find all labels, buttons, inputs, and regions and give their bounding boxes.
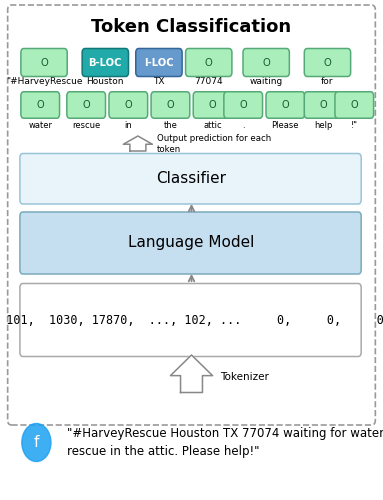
- Text: Token Classification: Token Classification: [92, 18, 291, 36]
- FancyBboxPatch shape: [243, 48, 290, 76]
- Text: [ 101,  1030, 17870,  ..., 102, ...     0,     0,     0]: [ 101, 1030, 17870, ..., 102, ... 0, 0, …: [0, 314, 383, 326]
- FancyBboxPatch shape: [20, 212, 361, 274]
- Text: water: water: [28, 120, 52, 130]
- Text: O: O: [350, 100, 358, 110]
- FancyBboxPatch shape: [304, 92, 343, 118]
- FancyBboxPatch shape: [193, 92, 232, 118]
- Text: help: help: [314, 120, 333, 130]
- FancyBboxPatch shape: [8, 5, 375, 425]
- Text: O: O: [262, 58, 270, 68]
- Text: Classifier: Classifier: [157, 171, 226, 186]
- Text: Output prediction for each
token: Output prediction for each token: [157, 134, 271, 154]
- Text: attic: attic: [203, 120, 222, 130]
- FancyBboxPatch shape: [304, 48, 351, 76]
- Text: Houston: Houston: [87, 78, 124, 86]
- Text: "#HarveyRescue Houston TX 77074 waiting for water
rescue in the attic. Please he: "#HarveyRescue Houston TX 77074 waiting …: [67, 427, 383, 458]
- Text: O: O: [167, 100, 174, 110]
- FancyBboxPatch shape: [186, 48, 232, 76]
- Polygon shape: [170, 355, 213, 393]
- Text: O: O: [239, 100, 247, 110]
- FancyBboxPatch shape: [82, 48, 129, 76]
- Text: rescue: rescue: [72, 120, 100, 130]
- Text: Please: Please: [272, 120, 299, 130]
- Polygon shape: [123, 136, 152, 151]
- FancyBboxPatch shape: [109, 92, 148, 118]
- Text: TX: TX: [153, 78, 165, 86]
- Text: Language Model: Language Model: [128, 236, 255, 250]
- FancyBboxPatch shape: [224, 92, 263, 118]
- Text: waiting: waiting: [250, 78, 283, 86]
- FancyBboxPatch shape: [335, 92, 374, 118]
- FancyBboxPatch shape: [67, 92, 105, 118]
- FancyBboxPatch shape: [21, 48, 67, 76]
- Text: O: O: [82, 100, 90, 110]
- Text: .: .: [242, 120, 244, 130]
- FancyBboxPatch shape: [136, 48, 182, 76]
- Text: O: O: [324, 58, 331, 68]
- Text: O: O: [282, 100, 289, 110]
- Text: O: O: [36, 100, 44, 110]
- Circle shape: [22, 424, 51, 462]
- Text: !": !": [351, 120, 358, 130]
- Text: Tokenizer: Tokenizer: [220, 372, 269, 382]
- Text: in: in: [124, 120, 132, 130]
- FancyBboxPatch shape: [21, 92, 60, 118]
- FancyBboxPatch shape: [151, 92, 190, 118]
- Text: O: O: [40, 58, 48, 68]
- Text: B-LOC: B-LOC: [88, 58, 122, 68]
- Text: for: for: [321, 78, 334, 86]
- FancyBboxPatch shape: [20, 284, 361, 356]
- Text: "#HarveyRescue: "#HarveyRescue: [6, 78, 82, 86]
- Text: O: O: [320, 100, 327, 110]
- Text: the: the: [164, 120, 177, 130]
- Text: 77074: 77074: [195, 78, 223, 86]
- FancyBboxPatch shape: [266, 92, 305, 118]
- FancyBboxPatch shape: [20, 154, 361, 204]
- Text: f: f: [34, 435, 39, 450]
- Text: O: O: [209, 100, 216, 110]
- Text: O: O: [124, 100, 132, 110]
- Text: O: O: [205, 58, 213, 68]
- Text: I-LOC: I-LOC: [144, 58, 174, 68]
